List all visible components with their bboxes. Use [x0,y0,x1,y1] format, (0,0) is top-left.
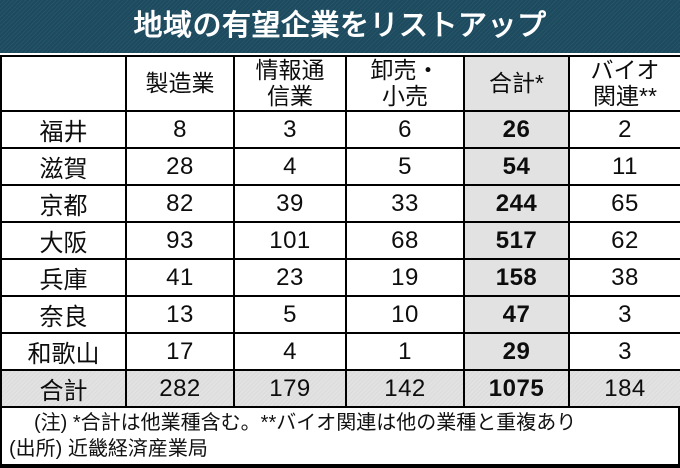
cell-value: 3 [233,110,347,149]
cell-value: 19 [345,258,465,297]
cell-value: 10 [345,295,465,334]
row-fukui: 福井 8 3 6 26 2 [0,110,680,149]
cell-total: 29 [463,332,570,371]
cell-value: 17 [125,332,235,371]
cell-value: 38 [568,258,680,297]
row-label: 奈良 [0,295,127,334]
row-label: 京都 [0,184,127,223]
row-osaka: 大阪 93 101 68 517 62 [0,221,680,260]
row-label: 滋賀 [0,147,127,186]
figure-title: 地域の有望企業をリストアップ [133,10,547,42]
col-header-info-telecom: 情報通 信業 [233,55,347,112]
cell-value: 6 [345,110,465,149]
cell-value: 142 [345,369,465,408]
notes-box: (注) *合計は他業種含む。**バイオ関連は他の業種と重複あり (出所) 近畿経… [0,408,680,468]
cell-value: 82 [125,184,235,223]
row-label: 合計 [0,369,127,408]
col-header-total: 合計* [463,55,570,112]
cell-value: 3 [568,295,680,334]
cell-value: 4 [233,332,347,371]
row-wakayama: 和歌山 17 4 1 29 3 [0,332,680,371]
cell-value: 68 [345,221,465,260]
cell-value: 28 [125,147,235,186]
cell-value: 65 [568,184,680,223]
cell-total: 47 [463,295,570,334]
cell-value: 101 [233,221,347,260]
cell-value: 13 [125,295,235,334]
cell-total: 1075 [463,369,570,408]
companies-table: 製造業 情報通 信業 卸売・ 小売 合計* バイオ 関連** 福井 8 3 6 … [0,55,680,408]
cell-value: 39 [233,184,347,223]
cell-value: 5 [233,295,347,334]
footnote-text: (注) *合計は他業種含む。**バイオ関連は他の業種と重複あり [34,412,577,434]
row-label: 兵庫 [0,258,127,297]
cell-value: 62 [568,221,680,260]
cell-value: 11 [568,147,680,186]
cell-value: 179 [233,369,347,408]
cell-total: 54 [463,147,570,186]
source-text: (出所) 近畿経済産業局 [9,437,208,460]
row-shiga: 滋賀 28 4 5 54 11 [0,147,680,186]
row-hyogo: 兵庫 41 23 19 158 38 [0,258,680,297]
header-row: 製造業 情報通 信業 卸売・ 小売 合計* バイオ 関連** [0,55,680,112]
cell-value: 93 [125,221,235,260]
cell-total: 244 [463,184,570,223]
row-label: 和歌山 [0,332,127,371]
cell-value: 23 [233,258,347,297]
cell-value: 184 [568,369,680,408]
cell-value: 8 [125,110,235,149]
row-kyoto: 京都 82 39 33 244 65 [0,184,680,223]
cell-value: 41 [125,258,235,297]
row-label: 大阪 [0,221,127,260]
col-header-wholesale-retail: 卸売・ 小売 [345,55,465,112]
cell-total: 158 [463,258,570,297]
col-header-manufacturing: 製造業 [125,55,235,112]
cell-total: 26 [463,110,570,149]
cell-value: 4 [233,147,347,186]
cell-value: 5 [345,147,465,186]
cell-value: 282 [125,369,235,408]
row-nara: 奈良 13 5 10 47 3 [0,295,680,334]
cell-value: 3 [568,332,680,371]
cell-value: 33 [345,184,465,223]
col-header-bio: バイオ 関連** [568,55,680,112]
cell-total: 517 [463,221,570,260]
cell-value: 1 [345,332,465,371]
cell-value: 2 [568,110,680,149]
row-label: 福井 [0,110,127,149]
corner-cell [0,55,127,112]
title-bar: 地域の有望企業をリストアップ [0,0,680,53]
row-total: 合計 282 179 142 1075 184 [0,369,680,408]
